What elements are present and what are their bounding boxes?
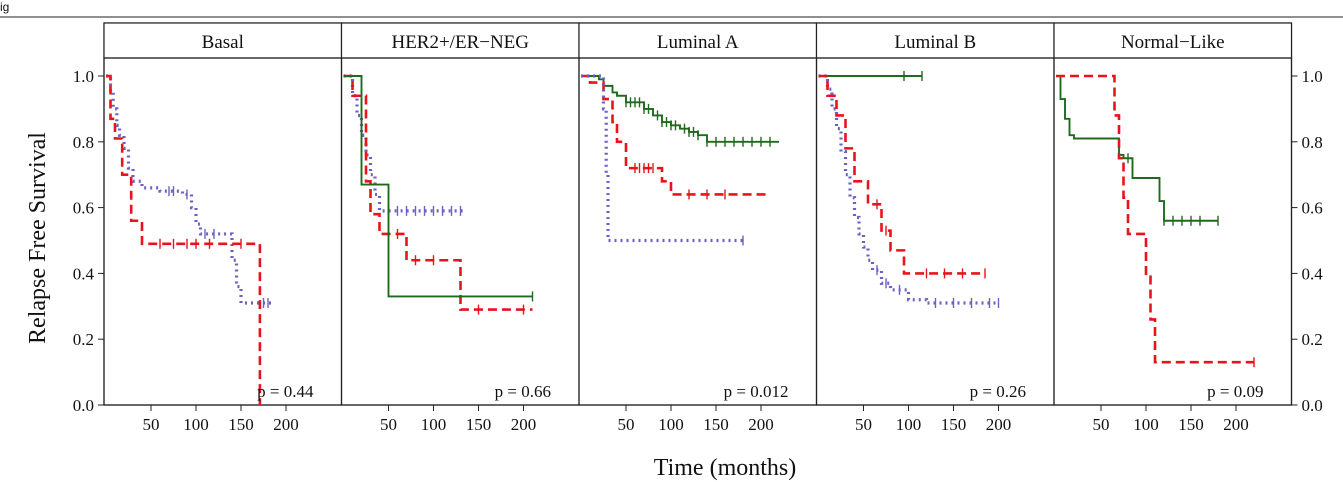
x-tick-label: 150: [466, 415, 492, 434]
panel-title: Luminal A: [657, 32, 739, 53]
y-tick-label-left: 0.2: [73, 330, 94, 349]
panel-plot-area: [1053, 57, 1293, 406]
y-tick-label-right: 0.4: [1302, 264, 1324, 283]
panel-strip: [1053, 22, 1293, 59]
survival-curve-green: [1056, 75, 1218, 222]
survival-curve-red: [1056, 74, 1254, 364]
survival-curve-green: [343, 75, 533, 298]
x-tick-label: 100: [421, 415, 447, 434]
panel-5: Normal−Like 50 100 150 200 p = 0.09: [1053, 22, 1293, 434]
survival-curve-red: [818, 74, 985, 275]
x-tick-label: 150: [228, 415, 254, 434]
survival-curve-blue: [581, 74, 743, 243]
y-axes: 0.0 0.0 0.2 0.2 0.4 0.4 0.6 0.6 0.8 0.8 1.0 1.0: [73, 67, 1324, 415]
y-tick-label-right: 0.8: [1302, 133, 1323, 152]
x-tick-label: 200: [273, 415, 299, 434]
y-axis-label: Relapse Free Survival: [25, 132, 51, 344]
x-tick-label: 100: [1133, 415, 1159, 434]
y-tick-label-right: 0.0: [1302, 396, 1323, 415]
figure-label: ig: [0, 0, 9, 14]
y-tick-label-right: 1.0: [1302, 67, 1323, 86]
y-tick-label-left: 0.0: [73, 396, 94, 415]
x-tick-label: 100: [183, 415, 209, 434]
y-tick-label-left: 0.6: [73, 199, 94, 218]
x-tick-label: 50: [618, 415, 635, 434]
x-tick-label: 50: [380, 415, 397, 434]
x-tick-label: 200: [511, 415, 537, 434]
panel-4: Luminal B 50 100 150 200 p = 0.26: [815, 22, 1055, 434]
x-tick-label: 200: [1223, 415, 1249, 434]
y-tick-label-right: 0.6: [1302, 199, 1323, 218]
p-value: p = 0.44: [257, 382, 314, 401]
survival-curve-blue: [818, 74, 999, 305]
panel-1: Basal 50 100 150 200 p = 0.44: [103, 22, 343, 434]
panel-2: HER2+/ER−NEG 50 100 150 200 p = 0.66: [340, 22, 580, 434]
panel-title: Normal−Like: [1121, 32, 1225, 53]
x-axis-label: Time (months): [654, 455, 796, 481]
p-value: p = 0.66: [495, 382, 551, 401]
x-tick-label: 100: [896, 415, 922, 434]
x-tick-label: 200: [748, 415, 774, 434]
x-tick-label: 100: [658, 415, 684, 434]
x-tick-label: 150: [703, 415, 729, 434]
x-tick-label: 200: [986, 415, 1012, 434]
panel-strip: [340, 22, 580, 59]
p-value: p = 0.26: [970, 382, 1026, 401]
survival-curve-red: [106, 74, 262, 405]
p-value: p = 0.09: [1207, 382, 1263, 401]
panel-title: HER2+/ER−NEG: [391, 32, 529, 53]
y-tick-label-left: 0.4: [73, 264, 95, 283]
x-tick-label: 150: [1178, 415, 1204, 434]
x-tick-label: 50: [1093, 415, 1110, 434]
y-tick-label-right: 0.2: [1302, 330, 1323, 349]
y-tick-label-left: 0.8: [73, 133, 94, 152]
survival-curve-red: [343, 74, 533, 311]
panel-3: Luminal A 50 100 150 200 p = 0.012: [578, 22, 818, 434]
panel-title: Basal: [202, 32, 244, 53]
panel-strip: [103, 22, 343, 59]
survival-curve-red: [581, 74, 766, 196]
panels: Basal 50 100 150 200 p = 0.44 HER2+/ER−NEG 50 10…: [73, 22, 1324, 434]
panel-title: Luminal B: [894, 32, 976, 53]
x-tick-label: 50: [143, 415, 160, 434]
x-tick-label: 150: [941, 415, 967, 434]
x-tick-label: 50: [855, 415, 872, 434]
panel-strip: [578, 22, 818, 59]
p-value: p = 0.012: [724, 382, 789, 401]
y-tick-label-left: 1.0: [73, 67, 94, 86]
